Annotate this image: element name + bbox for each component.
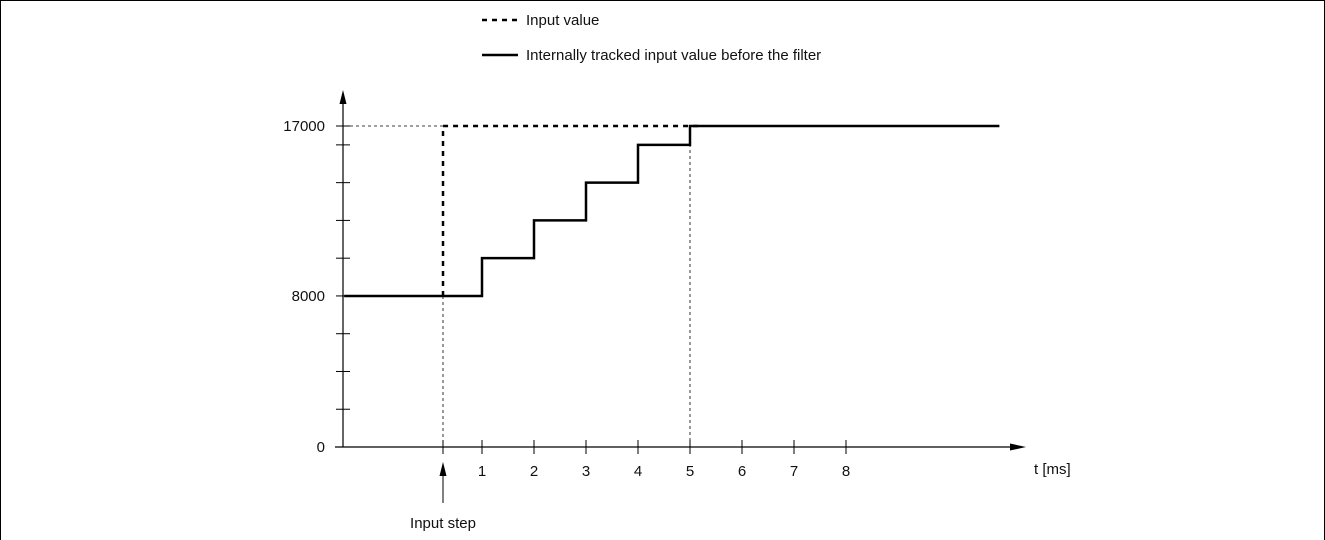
series-input-value (441, 124, 703, 296)
legend-label-input-value: Input value (526, 12, 599, 29)
input-step-label: Input step (410, 515, 476, 532)
y-tick-label: 17000 (283, 118, 325, 135)
x-axis-label: t [ms] (1034, 461, 1071, 478)
guide-lines (350, 125, 691, 447)
x-axis-arrow (1010, 443, 1026, 451)
x-tick-label: 7 (790, 463, 798, 480)
series-tracked-value (344, 124, 1000, 298)
x-tick-label: 2 (530, 463, 538, 480)
y-tick-label: 8000 (292, 288, 325, 305)
x-tick-label: 4 (634, 463, 642, 480)
x-tick-label: 1 (478, 463, 486, 480)
input-step-arrow-head (439, 462, 447, 476)
legend: Input value Internally tracked input val… (482, 12, 821, 64)
x-ticks: 1 2 3 4 5 6 7 8 (442, 440, 850, 480)
x-tick-label: 6 (738, 463, 746, 480)
x-tick-label: 8 (842, 463, 850, 480)
y-axis-arrow (339, 90, 347, 104)
x-tick-label: 5 (686, 463, 694, 480)
legend-label-tracked-value: Internally tracked input value before th… (526, 47, 821, 64)
x-tick-label: 3 (582, 463, 590, 480)
series (344, 124, 1000, 298)
y-ticks: 0 8000 17000 (283, 118, 350, 456)
input-step-annotation: Input step (410, 462, 476, 532)
y-tick-label: 0 (317, 439, 325, 456)
axes: t [ms] (335, 90, 1071, 478)
